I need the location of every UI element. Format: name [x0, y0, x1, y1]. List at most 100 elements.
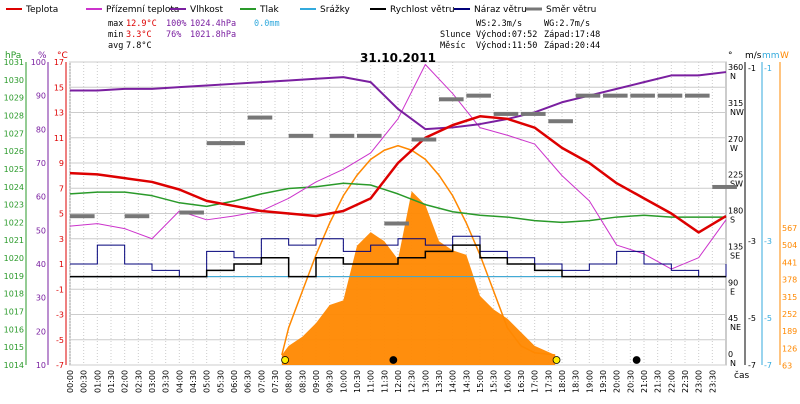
wind-direction-mark [493, 111, 519, 116]
stats-max-hum: 100% [166, 19, 186, 29]
pressure-tick-label: 1014 [4, 361, 24, 370]
x-tick-label: 11:30 [380, 370, 389, 393]
wind-direction-mark [206, 141, 232, 146]
x-tick-label: 07:00 [257, 370, 266, 393]
x-tick-label: 10:00 [339, 370, 348, 393]
x-tick-label: 19:00 [585, 370, 594, 393]
legend-label: Směr větru [546, 5, 596, 15]
wind-tick-label: -3 [748, 237, 756, 246]
wind-direction-mark [288, 133, 314, 138]
series-layer [69, 64, 737, 278]
wind-direction-mark [548, 119, 573, 124]
wind-tick-label: -5 [748, 314, 756, 323]
solar-tick-label: 378 [782, 276, 797, 285]
pressure-tick-label: 1015 [4, 343, 24, 352]
legend-label: Vlhkost [190, 5, 223, 15]
temperature-tick-label: 3 [59, 235, 64, 244]
temperature-line [69, 115, 727, 234]
stats-min-pres: 1021.8hPa [190, 30, 236, 40]
stats-max-temp: 12.9°C [126, 19, 157, 29]
axis-title-temperature: °C [57, 51, 68, 61]
wind-direction-mark [603, 93, 628, 98]
x-tick-label: 15:30 [490, 370, 499, 393]
pressure-tick-label: 1017 [4, 308, 24, 317]
rain-tick-label: -7 [764, 361, 772, 370]
direction-tick-degree: 315 [728, 99, 743, 108]
x-tick-label: 21:30 [654, 370, 663, 393]
wind-direction-mark [712, 184, 737, 189]
pressure-tick-label: 1026 [4, 147, 24, 156]
direction-tick-degree: 360 [728, 63, 743, 72]
temperature-tick-label: 13 [54, 109, 64, 118]
direction-tick-compass: SE [730, 251, 740, 260]
pressure-tick-label: 1030 [4, 76, 24, 85]
temperature-tick-label: -7 [56, 361, 64, 370]
x-tick-label: 13:00 [421, 370, 430, 393]
wind-direction-mark [124, 214, 150, 219]
pressure-tick-label: 1021 [4, 236, 24, 245]
x-tick-label: 07:30 [271, 370, 280, 393]
axis-title-wind: m/s [745, 51, 762, 61]
legend-label: Teplota [25, 5, 58, 15]
rain-tick-label: -1 [764, 64, 772, 73]
pressure-tick-label: 1016 [4, 325, 24, 334]
x-tick-label: 08:30 [298, 370, 307, 393]
sun-moon-marker [281, 356, 290, 364]
stats-moon-label: Měsíc [440, 41, 466, 51]
pressure-tick-label: 1023 [4, 201, 24, 210]
direction-tick-compass: SW [730, 180, 743, 189]
temperature-tick-label: 9 [59, 159, 64, 168]
legend-label: Rychlost větru [390, 5, 455, 15]
temperature-tick-label: 15 [54, 83, 64, 92]
humidity-tick-label: 10 [36, 361, 46, 370]
wind-direction-mark [70, 214, 95, 219]
stats-sunrise: Východ:07:52 [476, 30, 537, 40]
wind-direction-mark [384, 221, 409, 226]
legend-item-srazky: Srážky [300, 5, 351, 15]
stats-max-pres: 1024.4hPa [190, 19, 236, 29]
legend-item-rychlost-vetru: Rychlost větru [370, 5, 455, 15]
sun-moon-marker [632, 356, 641, 364]
wind-direction-mark [466, 93, 491, 98]
pressure-tick-label: 1025 [4, 165, 24, 174]
legend: Teplota Přízemní teplota Vlhkost Tlak Sr… [6, 5, 596, 15]
x-tick-label: 18:30 [572, 370, 581, 393]
chart-title: 31.10.2011 [360, 51, 436, 65]
solar-tick-label: 126 [782, 344, 797, 353]
rain-tick-label: -3 [764, 237, 772, 246]
axis-ticks: 00:00 00:30 01:00 01:30 02:00 02:30 03:00 03:30… [4, 58, 798, 393]
direction-tick-degree: 45 [728, 314, 738, 323]
legend-label: Přízemní teplota [106, 5, 179, 15]
pressure-tick-label: 1029 [4, 94, 24, 103]
legend-item-teplota: Teplota [6, 5, 58, 15]
solar-tick-label: 315 [782, 293, 797, 302]
wind-direction-mark [439, 97, 464, 102]
sun-moon-marker [552, 356, 561, 364]
x-tick-label: 09:30 [326, 370, 335, 393]
solar-tick-label: 441 [782, 258, 797, 267]
temperature-tick-label: 17 [54, 58, 64, 67]
sun-moon-markers [281, 356, 641, 364]
humidity-tick-label: 20 [36, 327, 46, 336]
temperature-tick-label: 11 [54, 134, 64, 143]
pressure-tick-label: 1018 [4, 290, 24, 299]
humidity-tick-label: 80 [36, 125, 46, 134]
humidity-tick-label: 60 [36, 193, 46, 202]
pressure-tick-label: 1022 [4, 218, 24, 227]
direction-tick-compass: N [730, 72, 736, 81]
solar-tick-label: 63 [782, 362, 792, 371]
x-tick-label: 20:00 [613, 370, 622, 393]
x-tick-label: 23:30 [708, 370, 717, 393]
wind-direction-mark [575, 93, 601, 98]
stats-moonrise: Východ:11:50 [476, 41, 537, 51]
pressure-tick-label: 1028 [4, 111, 24, 120]
x-tick-label: 22:30 [681, 370, 690, 393]
stats-max-label: max [108, 19, 123, 29]
direction-tick-compass: NW [730, 108, 744, 117]
solar-tick-label: 567 [782, 224, 797, 233]
axis-title-humidity: % [38, 51, 47, 61]
x-tick-label: 00:30 [80, 370, 89, 393]
x-tick-label: 14:00 [449, 370, 458, 393]
temperature-tick-label: -1 [56, 285, 64, 294]
